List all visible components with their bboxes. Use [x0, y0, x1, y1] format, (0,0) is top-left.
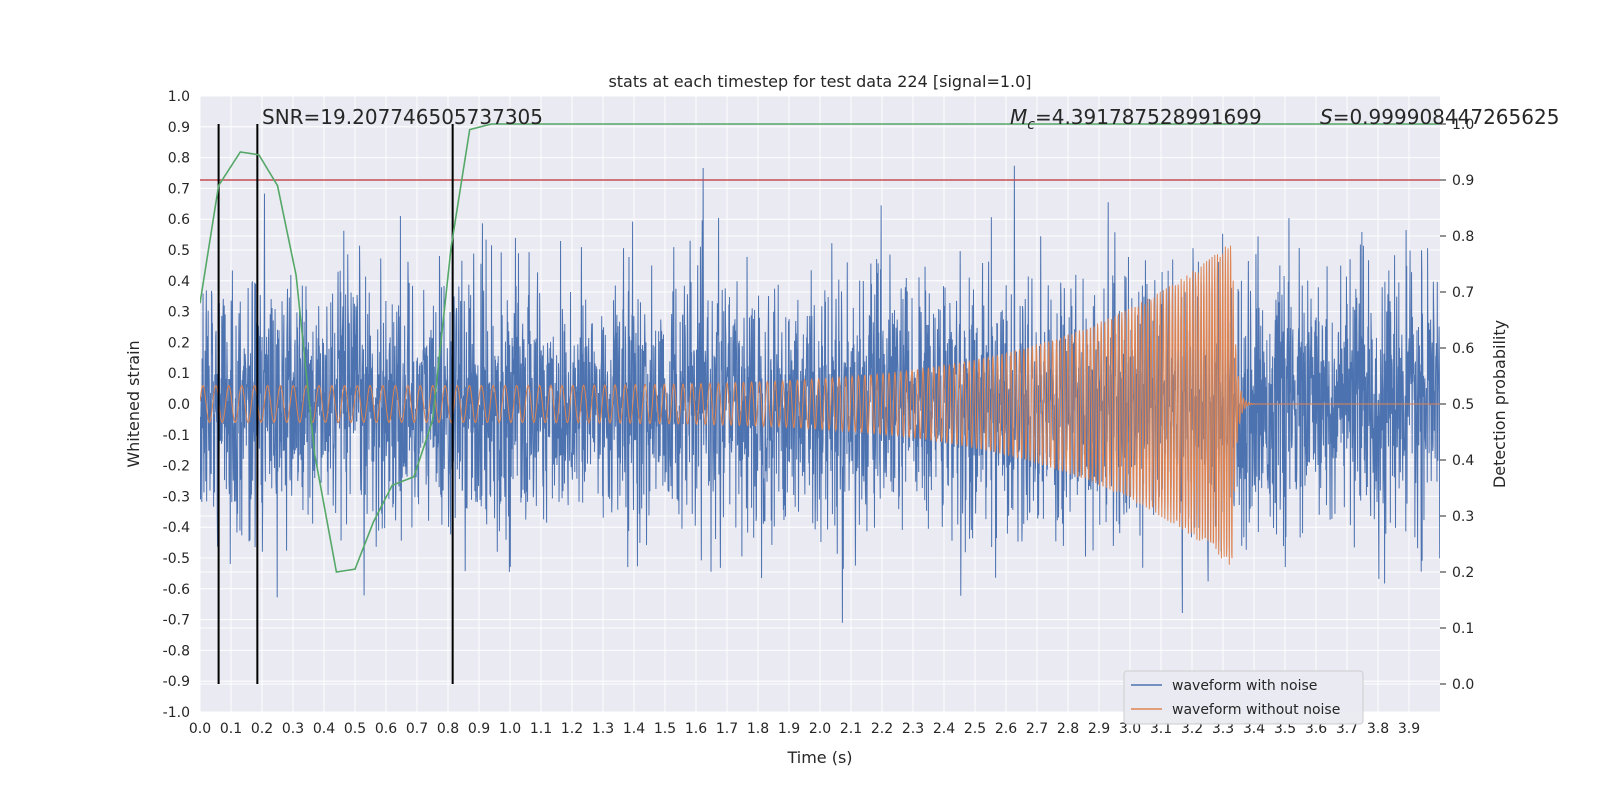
y-tick-label-left: -0.2	[163, 459, 190, 475]
grid	[199, 95, 1440, 713]
series-layer	[200, 123, 1440, 684]
x-tick-label: 3.4	[1243, 721, 1265, 737]
chart-title: stats at each timestep for test data 224…	[608, 72, 1031, 91]
y-tick-label-left: 1.0	[168, 89, 190, 105]
y-tick-label-left: 0.0	[168, 397, 190, 413]
y-tick-label-left: -0.6	[163, 582, 190, 598]
y-tick-label-left: -0.7	[163, 613, 190, 629]
x-tick-label: 3.6	[1305, 721, 1327, 737]
y-tick-label-left: 0.9	[168, 120, 190, 136]
y-tick-label-right: 0.7	[1452, 285, 1474, 301]
y-tick-label-left: -0.3	[163, 489, 190, 505]
y-tick-label-right: 0.2	[1452, 565, 1474, 581]
y-tick-label-left: 0.7	[168, 181, 190, 197]
y-tick-label-left: 0.4	[168, 274, 190, 290]
y-axis-label-right: Detection probability	[1490, 320, 1509, 488]
y-tick-label-left: 0.2	[168, 335, 190, 351]
y-tick-label-right: 1.0	[1452, 117, 1474, 133]
y-tick-label-left: -1.0	[163, 705, 190, 721]
x-tick-label: 3.2	[1181, 721, 1203, 737]
x-tick-label: 1.6	[685, 721, 707, 737]
y-tick-label-left: 0.6	[168, 212, 190, 228]
y-tick-label-right: 0.8	[1452, 229, 1474, 245]
x-tick-label: 0.6	[375, 721, 397, 737]
x-tick-label: 1.9	[778, 721, 800, 737]
x-tick-label: 3.5	[1274, 721, 1296, 737]
y-tick-label-left: 0.8	[168, 151, 190, 167]
x-tick-label: 2.1	[840, 721, 862, 737]
x-tick-label: 2.4	[933, 721, 955, 737]
x-tick-label: 2.5	[964, 721, 986, 737]
x-tick-label: 0.9	[468, 721, 490, 737]
legend-label-noise: waveform with noise	[1172, 678, 1317, 694]
x-tick-label: 0.1	[220, 721, 242, 737]
noise-series-line	[200, 165, 1440, 623]
y-tick-label-right: 0.9	[1452, 173, 1474, 189]
x-tick-label: 3.9	[1398, 721, 1420, 737]
x-tick-label: 1.5	[654, 721, 676, 737]
y-tick-label-right: 0.3	[1452, 509, 1474, 525]
x-tick-label: 2.0	[809, 721, 831, 737]
x-tick-label: 2.7	[1026, 721, 1048, 737]
snr-annotation: SNR=19.207746505737305	[262, 105, 543, 129]
x-tick-label: 0.0	[189, 721, 211, 737]
x-tick-label: 3.3	[1212, 721, 1234, 737]
x-tick-label: 0.4	[313, 721, 335, 737]
x-tick-label: 0.8	[437, 721, 459, 737]
y-axis-label-left: Whitened strain	[124, 340, 143, 467]
y-tick-label-right: 0.4	[1452, 453, 1474, 469]
x-tick-label: 1.3	[592, 721, 614, 737]
x-ticks: 0.0 0.1 0.2 0.3 0.4 0.5 0.6 0.7 0.8 0.9 1.0 1.1 1.2 1…	[189, 721, 1420, 737]
mc-annotation: Mc=4.391787528991699	[1010, 105, 1262, 133]
s-symbol: S	[1320, 105, 1333, 129]
y-tick-label-left: 0.3	[168, 305, 190, 321]
mc-symbol: M	[1010, 105, 1027, 129]
x-tick-label: 2.6	[995, 721, 1017, 737]
x-tick-label: 2.2	[871, 721, 893, 737]
mc-value: =4.391787528991699	[1035, 105, 1262, 129]
x-tick-label: 1.4	[623, 721, 645, 737]
x-tick-label: 2.9	[1088, 721, 1110, 737]
x-tick-label: 1.7	[716, 721, 738, 737]
x-tick-label: 3.0	[1119, 721, 1141, 737]
y-tick-label-left: 0.1	[168, 366, 190, 382]
legend-box	[1123, 670, 1364, 725]
y-tick-label-left: 0.5	[168, 243, 190, 259]
x-tick-label: 1.1	[530, 721, 552, 737]
y-tick-label-right: 0.0	[1452, 677, 1474, 693]
s-annotation: S=0.999908447265625	[1320, 105, 1559, 129]
y-tick-label-left: -0.5	[163, 551, 190, 567]
y-tick-label-right: 0.6	[1452, 341, 1474, 357]
y-tick-label-left: -0.9	[163, 674, 190, 690]
vertical-markers	[217, 124, 454, 684]
y-tick-label-left: -0.4	[163, 520, 190, 536]
x-tick-label: 2.8	[1057, 721, 1079, 737]
x-tick-label: 3.1	[1150, 721, 1172, 737]
x-tick-label: 0.2	[251, 721, 273, 737]
y-ticks-left: 1.0 0.9 0.8 0.7 0.6 0.5 0.4 0.3 0.2 0.1 0.0 -0.1 -0.…	[163, 89, 190, 721]
x-tick-label: 0.3	[282, 721, 304, 737]
x-tick-label: 1.8	[747, 721, 769, 737]
x-tick-label: 3.7	[1336, 721, 1358, 737]
s-value: =0.999908447265625	[1333, 105, 1560, 129]
y-tick-label-left: -0.8	[163, 643, 190, 659]
legend: waveform with noise waveform without noi…	[1123, 670, 1364, 725]
x-tick-label: 3.8	[1367, 721, 1389, 737]
x-tick-label: 1.0	[499, 721, 521, 737]
x-tick-label: 1.2	[561, 721, 583, 737]
x-tick-label: 0.5	[344, 721, 366, 737]
signal-series-line	[200, 245, 1440, 565]
y-ticks-right: 1.0 0.9 0.8 0.7 0.6 0.5 0.4 0.3 0.2 0.1 0.0	[1440, 117, 1474, 693]
x-tick-label: 2.3	[902, 721, 924, 737]
legend-label-signal: waveform without noise	[1172, 702, 1340, 718]
y-tick-label-left: -0.1	[163, 428, 190, 444]
x-tick-label: 0.7	[406, 721, 428, 737]
x-axis-label: Time (s)	[786, 748, 852, 767]
y-tick-label-right: 0.5	[1452, 397, 1474, 413]
mc-subscript: c	[1027, 117, 1035, 133]
probability-series-line	[200, 123, 1440, 573]
y-tick-label-right: 0.1	[1452, 621, 1474, 637]
